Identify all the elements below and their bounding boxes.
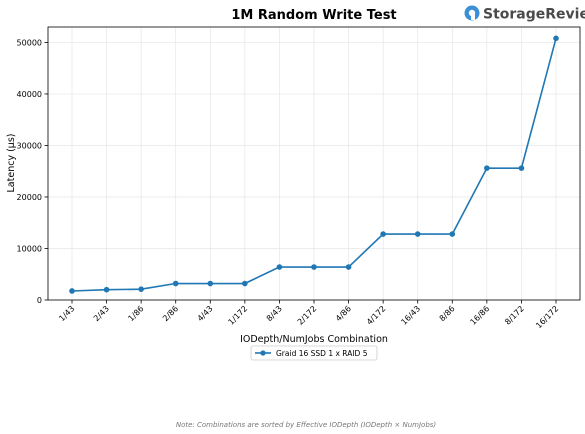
- data-point: [518, 165, 525, 171]
- data-point: [311, 264, 317, 270]
- data-point: [69, 288, 75, 294]
- x-tick-label: 4/86: [334, 304, 353, 323]
- x-tick-label: 8/172: [503, 304, 526, 327]
- x-axis: 1/43 2/43 1/86 2/86 4/43 1/172 8/43 2/172 4/86 4/…: [57, 300, 560, 330]
- data-point: [242, 280, 248, 287]
- legend: Graid 16 SSD 1 x RAID 5: [250, 345, 378, 361]
- data-point: [484, 165, 490, 171]
- y-tick-label: 40000: [17, 90, 42, 99]
- y-tick-label: 20000: [17, 193, 42, 202]
- data-point: [207, 280, 214, 287]
- data-point: [345, 264, 352, 270]
- data-point: [172, 280, 179, 287]
- data-point: [414, 231, 421, 237]
- data-point: [553, 35, 559, 42]
- series: [69, 35, 559, 294]
- data-point: [380, 231, 386, 237]
- y-tick-label: 0: [37, 296, 42, 305]
- brand-logo: StorageReview: [464, 5, 585, 23]
- y-tick-label: 50000: [17, 38, 42, 47]
- x-tick-label: 8/43: [265, 304, 284, 323]
- x-tick-label: 1/172: [227, 304, 250, 327]
- data-point: [276, 264, 283, 270]
- data-point: [138, 286, 144, 292]
- x-tick-label: 16/172: [534, 304, 560, 330]
- x-tick-label: 2/172: [296, 304, 319, 327]
- x-tick-label: 16/43: [399, 304, 422, 327]
- footnote: Note: Combinations are sorted by Effecti…: [176, 421, 437, 429]
- x-tick-label: 16/86: [469, 304, 492, 327]
- data-point: [103, 286, 110, 293]
- chart-title: 1M Random Write Test: [231, 8, 396, 23]
- data-point: [449, 231, 456, 237]
- x-tick-label: 2/43: [92, 304, 111, 323]
- grid: [48, 27, 580, 301]
- legend-label: Graid 16 SSD 1 x RAID 5: [276, 349, 368, 358]
- y-tick-label: 10000: [17, 244, 42, 253]
- y-axis: 0 10000 20000 30000 40000 50000: [17, 38, 48, 305]
- storagereview-logo-icon: [464, 5, 480, 21]
- legend-box: [250, 345, 378, 361]
- y-axis-label: Latency (μs): [6, 134, 17, 193]
- x-tick-label: 1/86: [126, 304, 145, 323]
- x-tick-label: 2/86: [161, 304, 180, 323]
- x-tick-label: 4/43: [196, 304, 215, 323]
- y-tick-label: 30000: [17, 141, 42, 150]
- x-tick-label: 4/172: [365, 304, 388, 327]
- legend-dot-marker: [260, 350, 266, 356]
- brand-name: StorageReview: [483, 7, 585, 23]
- x-axis-label: IODepth/NumJobs Combination: [240, 334, 388, 345]
- x-tick-label: 1/43: [57, 304, 76, 323]
- x-tick-label: 8/86: [438, 304, 457, 323]
